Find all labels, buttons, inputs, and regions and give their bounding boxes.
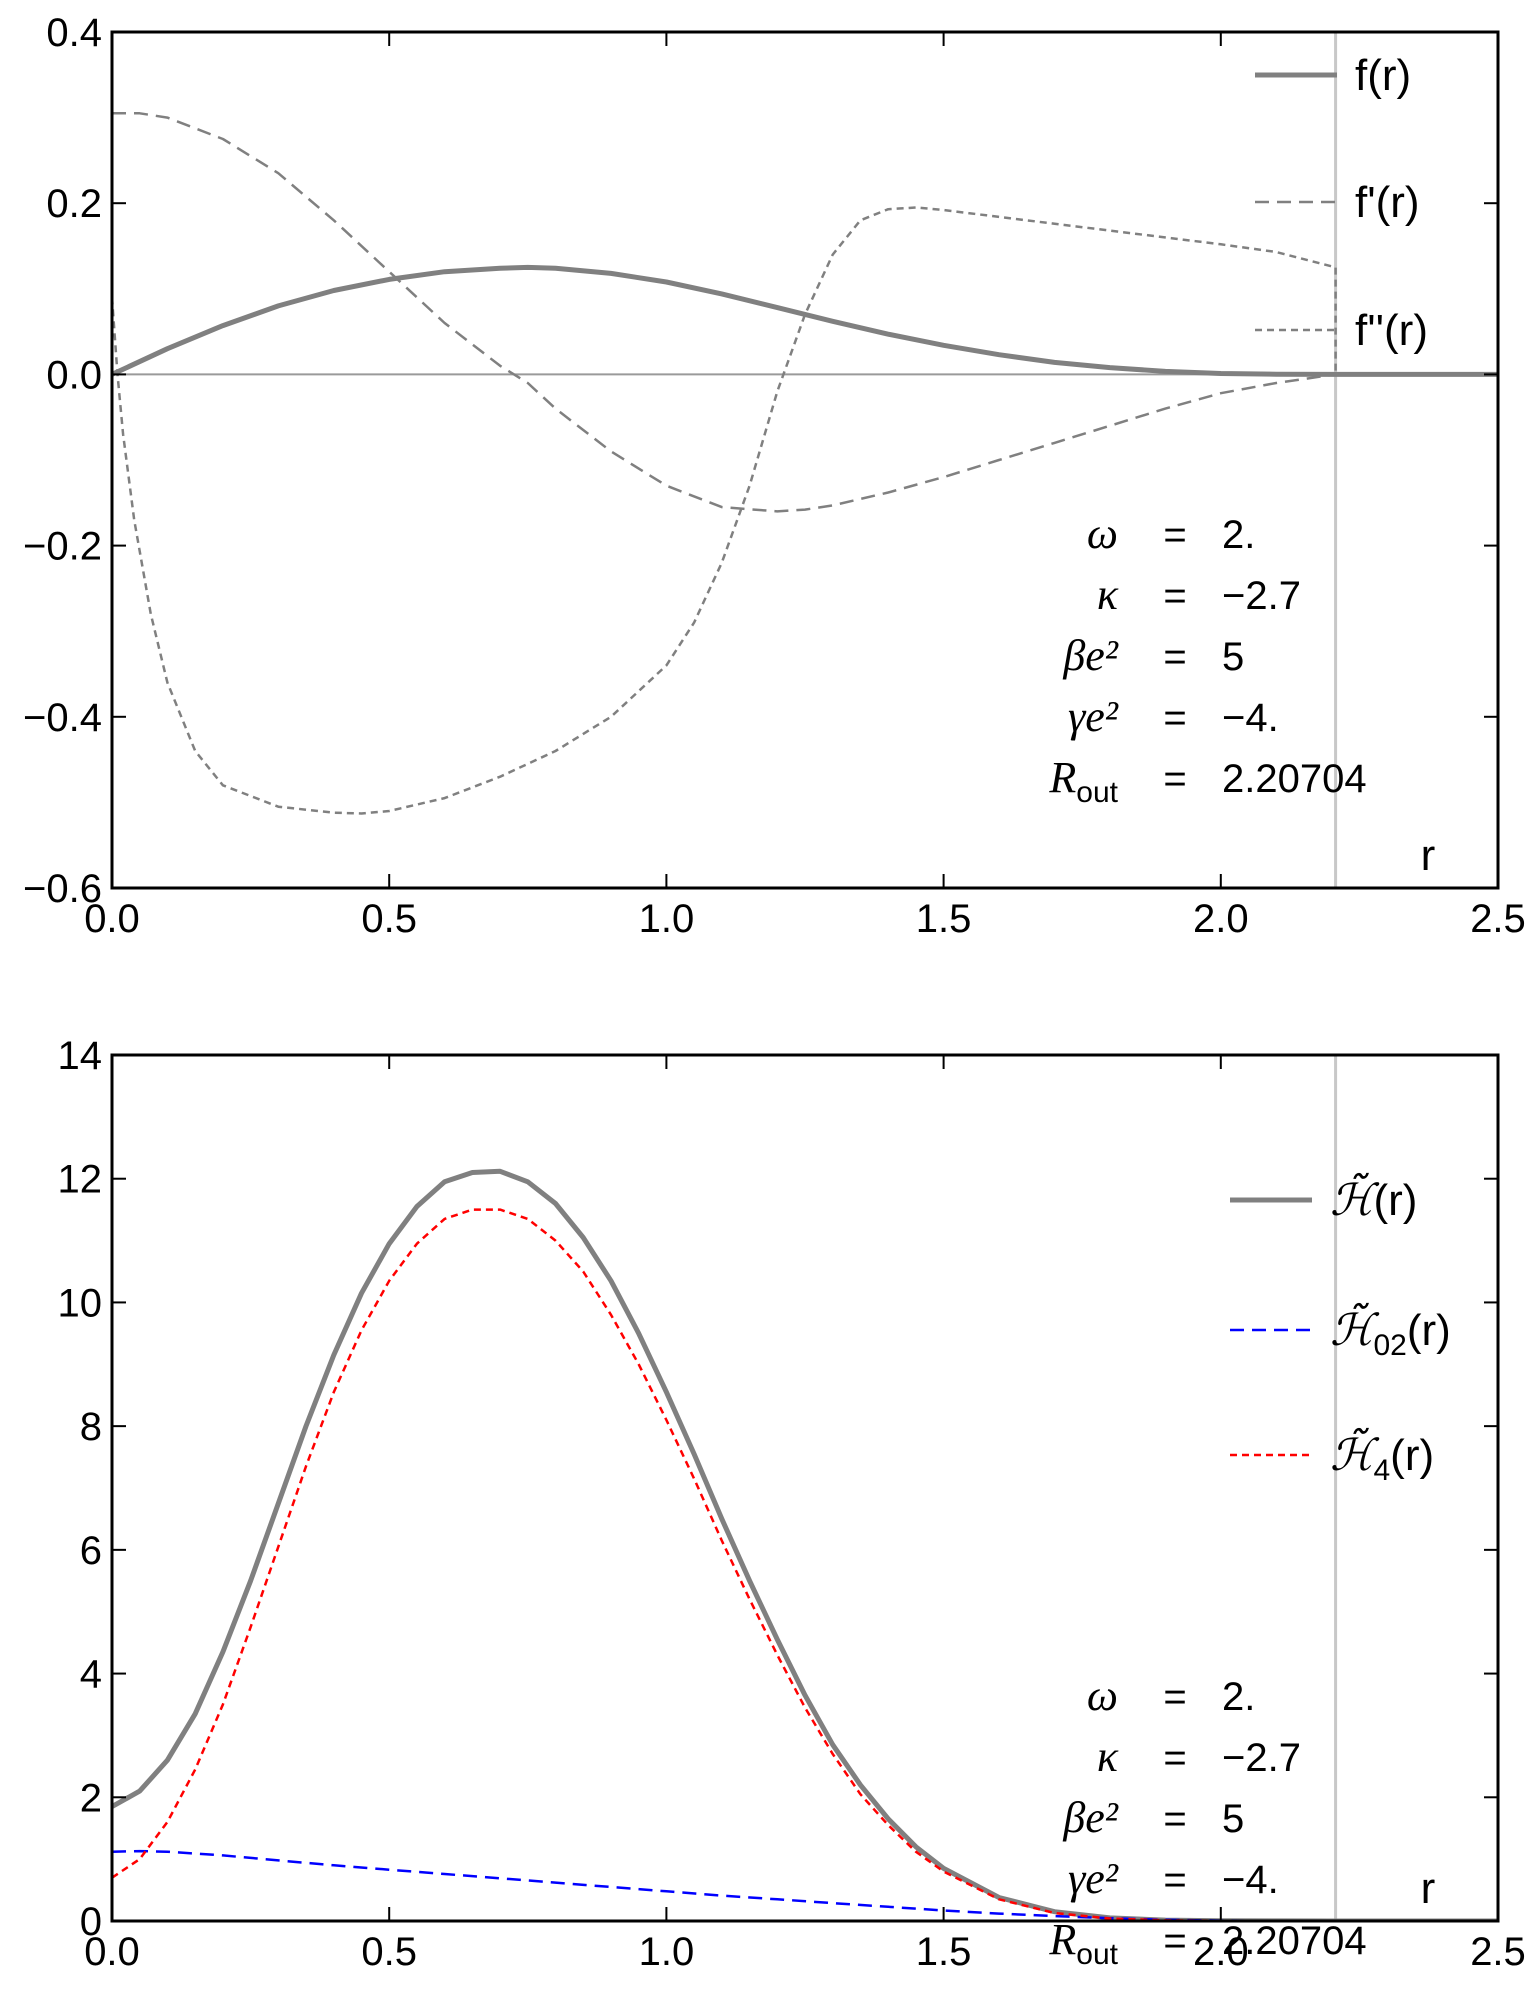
legend-symbol: ℋ̃	[1330, 1302, 1380, 1356]
param-value: 2.20704	[1222, 1919, 1367, 1963]
series-line-0	[112, 1168, 1498, 1921]
x-tick-label: 2.5	[1470, 1930, 1526, 1974]
y-tick-label: 0.0	[46, 353, 102, 397]
x-tick-label: 2.0	[1193, 897, 1249, 941]
param-symbol: κ	[1097, 1732, 1119, 1781]
param-symbol-base: βe²	[1062, 631, 1118, 680]
legend-symbol: ℋ̃	[1330, 1172, 1380, 1226]
param-symbol: βe²	[1062, 631, 1118, 680]
legend-entry-0: f(r)	[1355, 51, 1411, 100]
param-symbol-base: ω	[1087, 1671, 1118, 1720]
param-value: −2.7	[1222, 1736, 1301, 1780]
param-equals: =	[1163, 635, 1186, 679]
y-tick-label: 6	[80, 1529, 102, 1573]
y-tick-label: 14	[58, 1034, 103, 1078]
legend-argument: (r)	[1373, 1176, 1417, 1225]
param-symbol: Rout	[1048, 1915, 1118, 1971]
param-symbol-base: κ	[1097, 1732, 1119, 1781]
plot-frame	[110, 30, 1500, 890]
series-line-2	[112, 1208, 1332, 1921]
x-tick-label: 1.5	[916, 1930, 972, 1974]
y-tick-label: 0.4	[46, 11, 102, 55]
param-value: −2.7	[1222, 574, 1301, 618]
plot-frame	[110, 1053, 1500, 1923]
param-equals: =	[1163, 757, 1186, 801]
bottom-chart-hamiltonian-density: 0.0 0.5 1.0 1.5 2.0 2.502468101214rℋ̃(r)ℋ̃02(…	[58, 1034, 1526, 1974]
param-value: 2.	[1222, 513, 1255, 557]
legend-subscript: 02	[1373, 1329, 1406, 1362]
series-line-1	[112, 1849, 1332, 1921]
series-line-1	[112, 112, 1336, 513]
param-symbol: ω	[1087, 509, 1118, 558]
param-symbol: κ	[1097, 570, 1119, 619]
param-symbol-base: γe²	[1068, 1854, 1119, 1903]
series-line-0	[112, 264, 1498, 377]
series-line-2	[112, 206, 1337, 815]
x-tick-label: 1.0	[639, 897, 695, 941]
param-symbol: Rout	[1048, 753, 1118, 809]
param-equals: =	[1163, 1675, 1186, 1719]
param-symbol-base: ω	[1087, 509, 1118, 558]
legend-subscript: 4	[1373, 1454, 1390, 1487]
param-equals: =	[1163, 574, 1186, 618]
x-tick-label: 2.0	[1193, 1930, 1249, 1974]
param-equals: =	[1163, 513, 1186, 557]
param-symbol: ω	[1087, 1671, 1118, 1720]
y-tick-label: 12	[58, 1158, 103, 1202]
y-tick-label: 10	[58, 1281, 103, 1325]
y-tick-label: 0	[80, 1900, 102, 1944]
x-axis-label: r	[1421, 1864, 1436, 1913]
param-symbol: γe²	[1068, 692, 1119, 741]
x-tick-label: 0.0	[84, 897, 140, 941]
param-symbol-base: γe²	[1068, 692, 1119, 741]
legend-argument: (r)	[1407, 1306, 1451, 1355]
param-value: 2.20704	[1222, 757, 1367, 801]
legend-symbol: ℋ̃	[1330, 1427, 1380, 1481]
legend-entry-1: f'(r)	[1355, 178, 1420, 227]
param-equals: =	[1163, 696, 1186, 740]
param-equals: =	[1163, 1797, 1186, 1841]
param-symbol: βe²	[1062, 1793, 1118, 1842]
y-tick-label: 0.2	[46, 182, 102, 226]
param-symbol-base: R	[1048, 1915, 1076, 1964]
legend-entry-2: f''(r)	[1355, 306, 1428, 355]
param-value: 5	[1222, 635, 1244, 679]
param-symbol-subscript: out	[1076, 1938, 1118, 1971]
x-tick-label: 0.0	[84, 1930, 140, 1974]
x-tick-label: 0.5	[361, 897, 417, 941]
x-tick-label: 2.5	[1470, 897, 1526, 941]
param-symbol-base: R	[1048, 753, 1076, 802]
y-tick-label: 2	[80, 1776, 102, 1820]
x-tick-label: 1.0	[639, 1930, 695, 1974]
y-tick-label: −0.4	[23, 696, 102, 740]
legend-argument: (r)	[1390, 1431, 1434, 1480]
param-symbol-base: κ	[1097, 570, 1119, 619]
param-value: −4.	[1222, 696, 1279, 740]
param-value: 5	[1222, 1797, 1244, 1841]
param-equals: =	[1163, 1919, 1186, 1963]
legend-entry-0: ℋ̃(r)	[1330, 1172, 1417, 1226]
param-value: −4.	[1222, 1858, 1279, 1902]
param-symbol: γe²	[1068, 1854, 1119, 1903]
param-symbol-base: βe²	[1062, 1793, 1118, 1842]
legend-entry-2: ℋ̃4(r)	[1330, 1427, 1434, 1487]
x-tick-label: 1.5	[916, 897, 972, 941]
y-tick-label: 4	[80, 1653, 102, 1697]
top-chart-f-derivatives: 0.0 0.5 1.0 1.5 2.0 2.5−0.6−0.4−0.20.00.20.4r…	[23, 11, 1526, 941]
x-tick-label: 0.5	[361, 1930, 417, 1974]
legend-entry-1: ℋ̃02(r)	[1330, 1302, 1451, 1362]
y-tick-label: −0.2	[23, 525, 102, 569]
param-value: 2.	[1222, 1675, 1255, 1719]
param-equals: =	[1163, 1736, 1186, 1780]
param-equals: =	[1163, 1858, 1186, 1902]
y-tick-label: 8	[80, 1405, 102, 1449]
y-tick-label: −0.6	[23, 867, 102, 911]
x-axis-label: r	[1421, 831, 1436, 880]
param-symbol-subscript: out	[1076, 776, 1118, 809]
